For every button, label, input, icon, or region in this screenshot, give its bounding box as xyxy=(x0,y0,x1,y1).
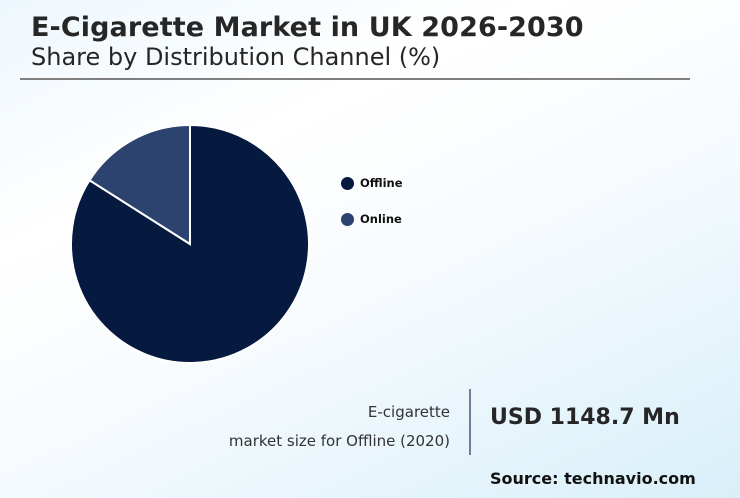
chart-title: E-Cigarette Market in UK 2026-2030 xyxy=(31,12,584,43)
kpi-caption-line1: E-cigarette xyxy=(367,403,450,421)
kpi-caption-line2: market size for Offline (2020) xyxy=(228,432,450,450)
title-divider xyxy=(20,78,690,80)
kpi-caption: E-cigarette market size for Offline (202… xyxy=(229,398,450,456)
kpi-value: USD 1148.7 Mn xyxy=(490,405,680,430)
legend-label: Online xyxy=(360,212,402,226)
legend-item-offline: Offline xyxy=(341,175,403,191)
legend-label: Offline xyxy=(360,176,403,190)
legend-swatch-offline xyxy=(341,176,354,190)
chart-subtitle: Share by Distribution Channel (%) xyxy=(31,43,441,71)
legend-item-online: Online xyxy=(341,211,403,227)
pie-slice-online xyxy=(88,123,191,246)
legend: Offline Online xyxy=(341,175,403,247)
source-label: Source: technavio.com xyxy=(490,469,696,488)
kpi-divider xyxy=(469,389,471,455)
legend-swatch-online xyxy=(341,212,354,226)
